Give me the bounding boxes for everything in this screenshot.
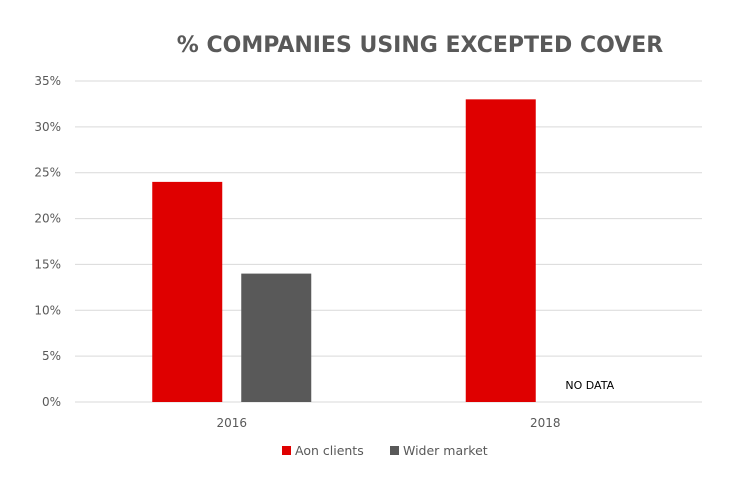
y-tick-label: 30% — [34, 120, 61, 134]
x-tick-label: 2018 — [530, 416, 561, 430]
bar-wider-market-2016 — [241, 273, 312, 402]
y-tick-label: 35% — [34, 74, 61, 88]
bars — [152, 99, 536, 402]
x-tick-label: 2016 — [216, 416, 247, 430]
no-data-label: NO DATA — [565, 379, 614, 392]
y-axis: 0% 5% 10% 15% 20% 25% 30% 35% — [34, 74, 61, 409]
legend-label: Aon clients — [295, 443, 364, 458]
legend-swatch — [390, 446, 399, 455]
bar-aon-clients-2016 — [152, 181, 223, 402]
legend-label: Wider market — [403, 443, 488, 458]
y-tick-label: 10% — [34, 303, 61, 317]
chart-title: % COMPANIES USING EXCEPTED COVER — [177, 33, 663, 58]
y-tick-label: 20% — [34, 212, 61, 226]
y-tick-label: 5% — [42, 349, 61, 363]
bar-aon-clients-2018 — [465, 99, 536, 402]
annotations: NO DATA — [565, 379, 614, 392]
legend-item: Wider market — [390, 443, 488, 458]
legend-swatch — [282, 446, 291, 455]
legend-item: Aon clients — [282, 443, 364, 458]
legend: Aon clients Wider market — [282, 443, 488, 458]
x-axis: 2016 2018 — [216, 416, 560, 430]
y-tick-label: 15% — [34, 257, 61, 271]
y-tick-label: 0% — [42, 395, 61, 409]
y-tick-label: 25% — [34, 166, 61, 180]
